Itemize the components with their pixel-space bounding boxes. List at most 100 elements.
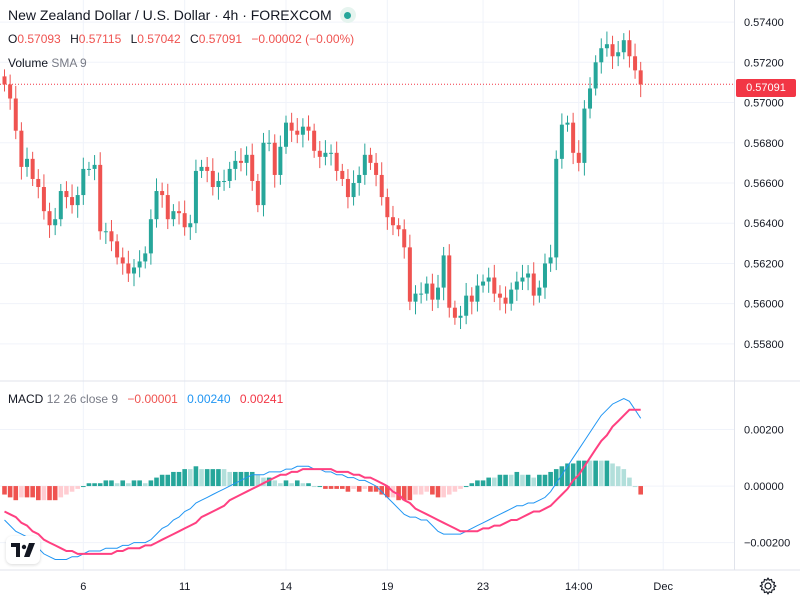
candle-body — [407, 247, 412, 302]
macd-hist-bar — [492, 477, 497, 487]
candle-body — [216, 180, 221, 188]
macd-hist-bar — [227, 471, 232, 487]
macd-lines — [4, 397, 642, 560]
candle-body — [92, 164, 97, 169]
macd-hist-bar — [323, 486, 328, 489]
macd-hist-bar — [317, 486, 323, 488]
candle-body — [182, 213, 187, 228]
macd-hist-bar — [24, 486, 30, 498]
macd-hist-bar — [368, 486, 373, 492]
macd-hist-bar — [362, 486, 368, 489]
price-candles — [2, 30, 643, 330]
macd-hist-bar — [430, 486, 435, 495]
candle-body — [188, 223, 193, 228]
symbol-title[interactable]: New Zealand Dollar / U.S. Dollar · 4h · … — [8, 7, 332, 23]
candle-body — [616, 52, 621, 57]
macd-hist-bar — [593, 460, 598, 487]
macd-hist-bar — [356, 486, 362, 492]
volume-legend[interactable]: Volume SMA 9 — [8, 56, 87, 70]
macd-tick-label: 0.00200 — [744, 425, 784, 437]
price-axis[interactable]: 0.57400 0.57200 0.57000 0.56800 0.56600 0.564… — [744, 17, 784, 351]
candle-body — [531, 273, 536, 296]
macd-params: 12 26 close 9 — [46, 392, 119, 406]
candle-body — [492, 277, 497, 294]
high-value: 0.57115 — [78, 32, 122, 46]
macd-hist-bar — [379, 486, 385, 495]
macd-legend[interactable]: MACD 12 26 close 9 −0.00001 0.00240 0.00… — [8, 392, 283, 406]
macd-hist-bar — [238, 471, 244, 487]
candle-body — [143, 253, 148, 262]
macd-hist-bar — [407, 486, 413, 501]
macd-hist-bar — [221, 469, 227, 487]
macd-hist-bar — [334, 486, 339, 489]
symbol-legend[interactable]: New Zealand Dollar / U.S. Dollar · 4h · … — [8, 7, 356, 23]
candle-body — [396, 225, 401, 230]
macd-hist-bar — [413, 486, 418, 495]
candle-body — [255, 180, 260, 206]
candle-body — [13, 98, 18, 131]
candle-body — [452, 307, 457, 318]
candle-body — [30, 158, 35, 179]
candle-body — [323, 152, 328, 157]
candle-body — [19, 130, 24, 167]
candle-body — [238, 160, 243, 163]
candle-body — [374, 162, 379, 175]
macd-hist-bar — [244, 471, 249, 487]
low-label: L — [130, 32, 138, 46]
candle-body — [205, 166, 210, 171]
macd-axis[interactable]: 0.00200 0.00000 −0.00200 — [744, 425, 790, 550]
candle-body — [599, 48, 604, 63]
candle-body — [295, 130, 300, 135]
macd-hist-bar — [475, 480, 480, 487]
macd-hist-bar — [171, 471, 176, 487]
candle-body — [199, 166, 204, 171]
macd-hist-bar — [47, 486, 52, 501]
close-value: 0.57091 — [198, 32, 243, 46]
macd-hist-bar — [553, 469, 559, 487]
macd-hist-bar — [182, 469, 187, 487]
candle-body — [98, 164, 103, 232]
macd-hist-bar — [328, 486, 334, 489]
macd-hist-bar — [142, 483, 148, 487]
candle-body — [261, 142, 266, 206]
macd-hist-bar — [75, 486, 80, 489]
macd-hist-bar — [452, 486, 458, 492]
macd-hist-bar — [418, 486, 424, 495]
gear-icon[interactable] — [758, 576, 778, 596]
macd-hist-bar — [64, 486, 69, 495]
candle-body — [227, 168, 232, 181]
candle-body — [36, 178, 41, 188]
macd-hist-bar — [542, 474, 548, 487]
candle-body — [436, 287, 441, 300]
candle-body — [503, 297, 508, 304]
macd-hist-bar — [497, 474, 503, 487]
macd-hist-bar — [249, 471, 255, 487]
candle-body — [447, 255, 452, 308]
change-value: −0.00002 (−0.00%) — [251, 32, 355, 46]
macd-hist-bar — [120, 480, 126, 487]
candle-body — [58, 191, 63, 220]
price-tick-label: 0.56400 — [744, 218, 784, 230]
candle-body — [165, 195, 170, 220]
candle-body — [638, 70, 643, 85]
macd-hist-bar — [627, 477, 632, 487]
macd-hist-bar — [148, 480, 154, 487]
macd-hist-bar — [638, 486, 643, 495]
time-tick-label: 11 — [179, 581, 190, 593]
macd-hist-bar — [559, 466, 565, 487]
volume-label: Volume — [8, 56, 49, 70]
macd-hist-bar — [525, 474, 531, 487]
macd-tick-label: −0.00200 — [744, 538, 790, 550]
candle-body — [193, 170, 198, 224]
macd-hist-bar — [216, 469, 221, 487]
tradingview-logo-icon[interactable] — [6, 536, 40, 564]
macd-hist-bar — [272, 480, 278, 487]
macd-hist-bar — [480, 480, 486, 487]
candle-body — [148, 219, 153, 254]
candle-body — [75, 195, 80, 206]
macd-hist-bar — [81, 486, 86, 488]
candle-body — [571, 122, 576, 153]
macd-hist-bar — [373, 486, 379, 492]
time-axis[interactable]: 6 11 14 19 23 14:00 Dec — [80, 581, 673, 593]
